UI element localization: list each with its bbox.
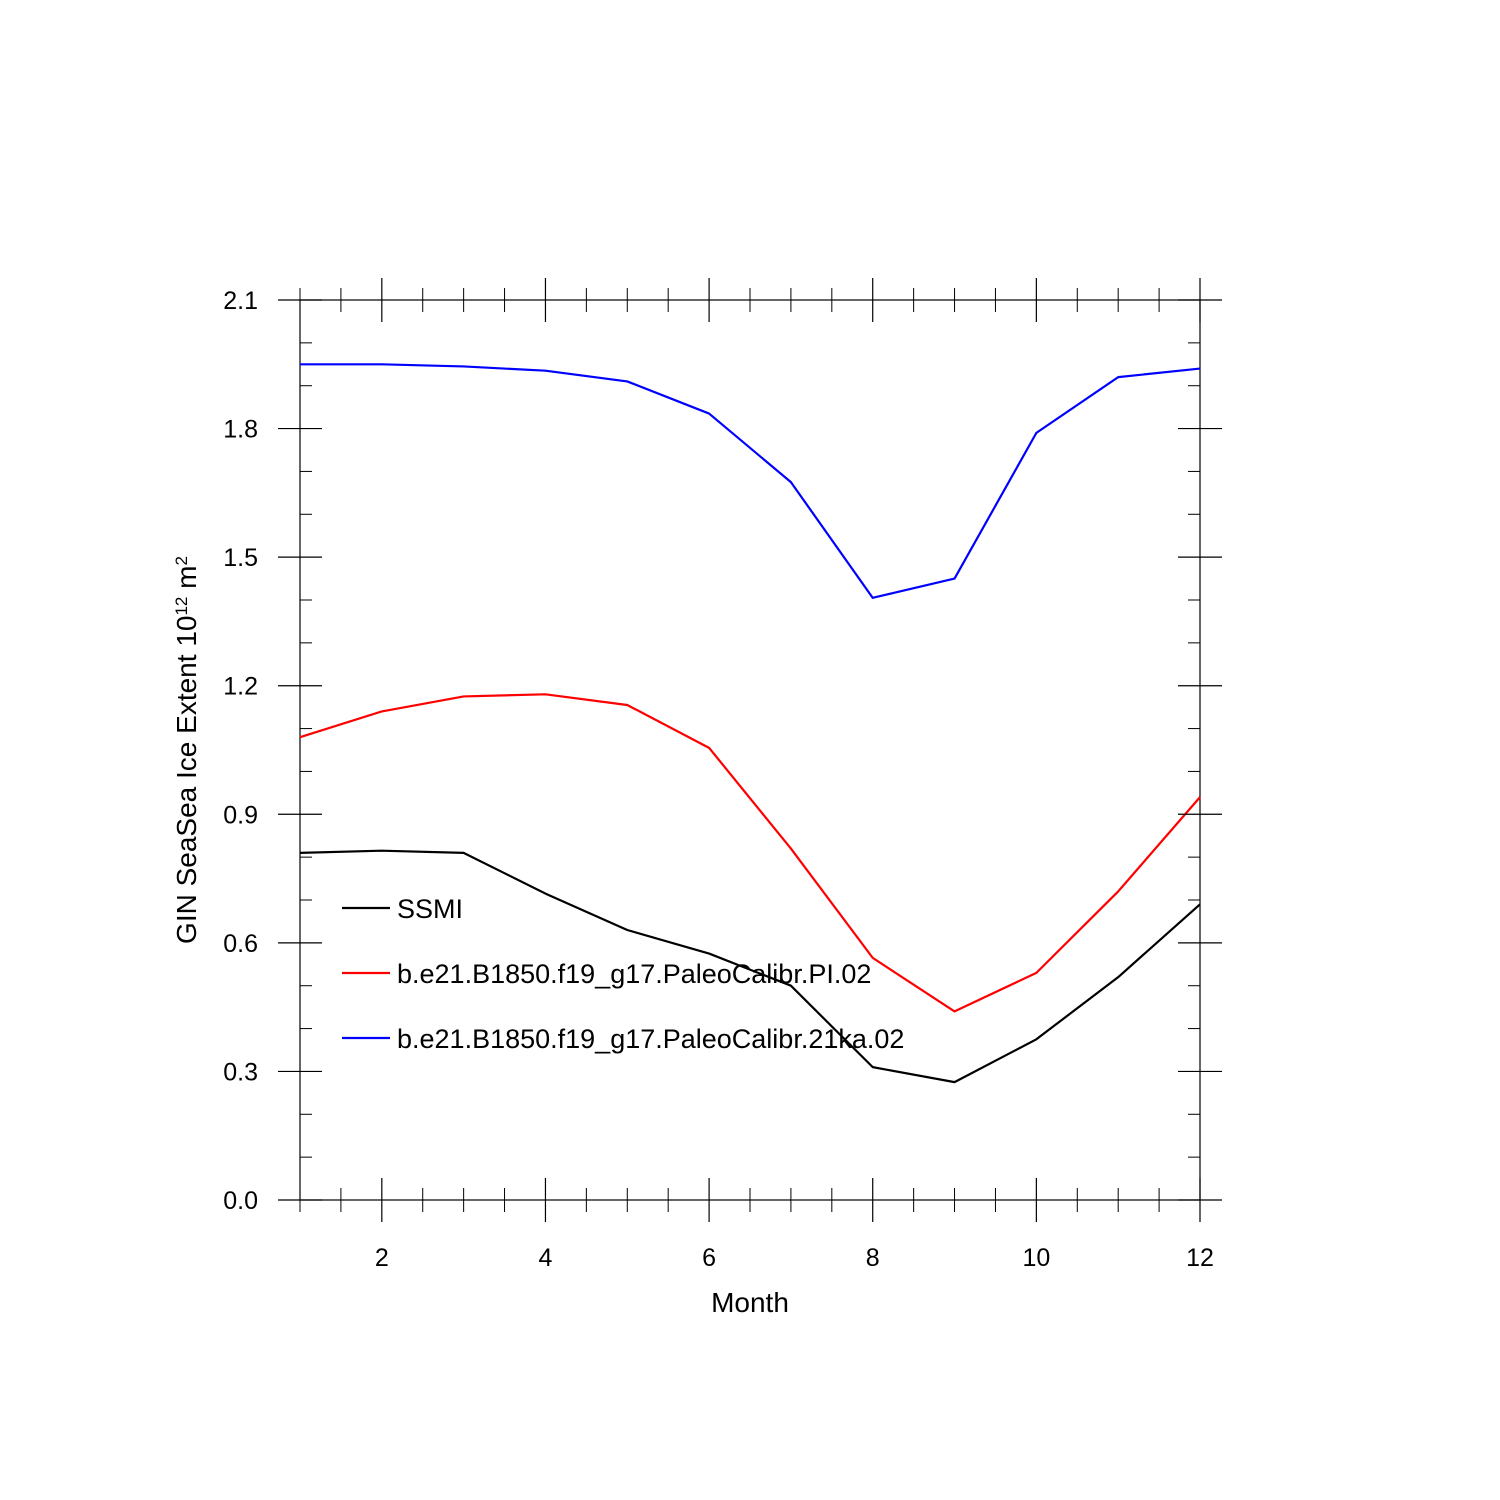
series-line-1	[299, 693, 1201, 1013]
x-tick-label: 4	[539, 1244, 553, 1272]
y-tick-label: 1.8	[223, 416, 258, 444]
series-line-0	[299, 849, 1201, 1084]
y-axis-title-text: GIN SeaSea Ice Extent 10	[171, 616, 202, 944]
x-axis: 2 4 6 8 10 12	[299, 278, 1214, 1272]
legend-label: SSMI	[397, 894, 463, 924]
y-axis-title-unit: m	[171, 566, 202, 597]
plot-frame	[299, 299, 1201, 1201]
y-axis-title-unit-exponent: 2	[172, 556, 191, 565]
x-tick-label: 10	[1022, 1244, 1050, 1272]
y-tick-label: 0.0	[223, 1187, 258, 1215]
series-group	[299, 363, 1201, 1084]
x-tick-label: 6	[702, 1244, 716, 1272]
y-axis-title: GIN SeaSea Ice Extent 1012 m2	[171, 556, 202, 944]
x-tick-label: 8	[866, 1244, 880, 1272]
x-tick-label: 12	[1186, 1244, 1214, 1272]
y-tick-label: 0.9	[223, 801, 258, 829]
y-tick-label: 2.1	[223, 287, 258, 315]
series-line-2	[300, 363, 1201, 599]
y-tick-label: 1.5	[223, 544, 258, 572]
y-tick-label: 1.2	[223, 673, 258, 701]
y-tick-label: 0.6	[223, 930, 258, 958]
y-axis-title-exponent: 12	[172, 597, 191, 616]
y-tick-label: 0.3	[223, 1058, 258, 1086]
y-axis: 0.0 0.3 0.6 0.9 1.2 1.5 1.8 2.1	[223, 287, 1222, 1215]
x-axis-title: Month	[711, 1287, 789, 1318]
legend-label: b.e21.B1850.f19_g17.PaleoCalibr.21ka.02	[397, 1024, 904, 1054]
plot-area	[299, 299, 1201, 1201]
legend-label: b.e21.B1850.f19_g17.PaleoCalibr.PI.02	[397, 959, 871, 989]
x-tick-label: 2	[375, 1244, 389, 1272]
legend: SSMI b.e21.B1850.f19_g17.PaleoCalibr.PI.0…	[342, 894, 904, 1054]
